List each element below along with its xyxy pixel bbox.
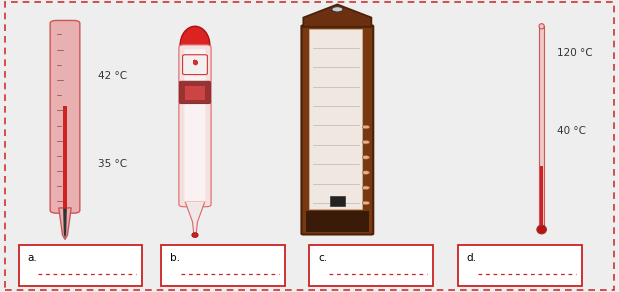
Circle shape	[362, 140, 370, 144]
FancyBboxPatch shape	[50, 20, 80, 213]
Circle shape	[362, 171, 370, 174]
Bar	[539, 26, 543, 226]
Circle shape	[362, 125, 370, 129]
Bar	[63, 106, 67, 209]
Bar	[306, 211, 369, 232]
Text: 42 °C: 42 °C	[98, 71, 128, 81]
Circle shape	[362, 201, 370, 205]
Bar	[540, 166, 543, 226]
FancyBboxPatch shape	[183, 55, 207, 75]
Text: 120 °C: 120 °C	[557, 48, 593, 58]
Text: d.: d.	[467, 253, 477, 263]
Circle shape	[362, 156, 370, 159]
Polygon shape	[303, 4, 371, 27]
Ellipse shape	[539, 24, 544, 29]
FancyBboxPatch shape	[179, 45, 211, 207]
Polygon shape	[59, 208, 71, 239]
Ellipse shape	[180, 26, 210, 64]
Polygon shape	[185, 201, 205, 234]
FancyBboxPatch shape	[184, 49, 206, 202]
Bar	[458, 245, 582, 286]
Circle shape	[362, 186, 370, 190]
Bar	[19, 245, 142, 286]
Text: b.: b.	[170, 253, 180, 263]
Text: 40 °C: 40 °C	[557, 126, 586, 136]
Text: c.: c.	[318, 253, 327, 263]
Bar	[310, 245, 433, 286]
FancyBboxPatch shape	[301, 25, 373, 234]
Bar	[310, 29, 362, 209]
Circle shape	[332, 7, 343, 12]
Bar	[330, 196, 345, 206]
FancyBboxPatch shape	[180, 81, 210, 103]
Text: a.: a.	[27, 253, 37, 263]
Ellipse shape	[537, 225, 547, 234]
Bar	[161, 245, 285, 286]
Text: 35 °C: 35 °C	[98, 159, 128, 168]
Bar	[185, 86, 205, 100]
Polygon shape	[63, 209, 67, 238]
Ellipse shape	[192, 233, 198, 237]
